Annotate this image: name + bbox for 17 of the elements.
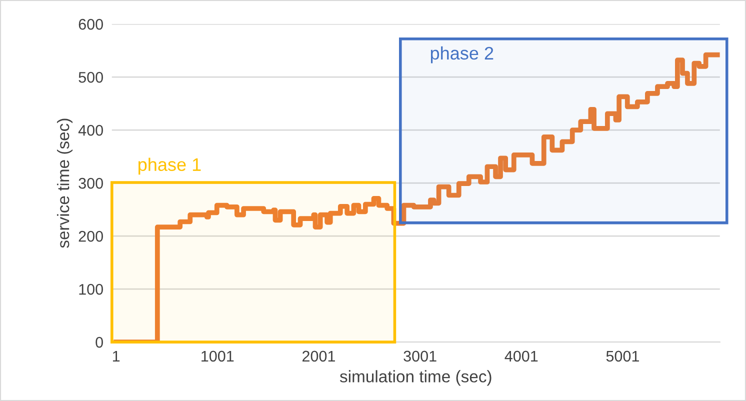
y-tick-label: 400 [78,124,103,136]
x-tick-label: 2001 [302,350,335,362]
x-tick-label: 1001 [202,350,234,362]
band-label: phase 2 [430,46,494,64]
y-tick-label: 100 [79,284,103,295]
band-label: phase 1 [138,158,201,175]
x-axis-title: simulation time (sec) [340,370,492,386]
y-axis-title: service time (sec) [56,118,73,248]
y-tick-label: 500 [78,72,103,83]
y-tick-label: 600 [78,18,103,30]
x-tick-label: 4001 [504,350,538,362]
y-tick-label: 200 [78,230,103,242]
y-tick-label: 0 [96,336,103,348]
x-tick-label: 5001 [606,350,639,362]
x-tick-label: 1 [112,350,120,362]
y-tick-label: 300 [78,178,103,189]
x-tick-label: 3001 [404,350,436,362]
